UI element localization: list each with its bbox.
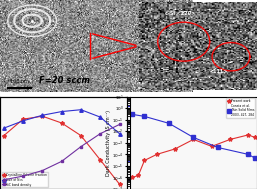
Line: SiC bond density: SiC bond density bbox=[3, 123, 121, 181]
Line: Coneia et al.
Thin Solid Films
2003, 427, 284: Coneia et al. Thin Solid Films 2003, 427… bbox=[131, 113, 256, 160]
Size of Ncs bbox=[2, 127, 5, 129]
Size of Ncs bbox=[118, 132, 121, 135]
Present work bbox=[228, 138, 232, 141]
Present work bbox=[155, 153, 158, 156]
Coneia et al.
Thin Solid Films
2003, 427, 284 bbox=[167, 122, 170, 125]
Size of Ncs bbox=[41, 114, 44, 116]
Y-axis label: Size of Ncs (nm): Size of Ncs (nm) bbox=[137, 123, 142, 163]
Present work bbox=[253, 136, 256, 139]
Crystalline Volume Fraction bbox=[79, 135, 82, 137]
Coneia et al.
Thin Solid Films
2003, 427, 284 bbox=[192, 136, 195, 139]
Text: F=20 sccm: F=20 sccm bbox=[39, 76, 90, 85]
SiC bond density bbox=[22, 175, 25, 177]
Size of Ncs bbox=[22, 120, 25, 122]
Text: 100 nm: 100 nm bbox=[10, 79, 29, 84]
Line: Size of Ncs: Size of Ncs bbox=[2, 108, 121, 136]
Crystalline Volume Fraction bbox=[60, 122, 63, 124]
Size of Ncs bbox=[99, 116, 102, 118]
Legend: Present work, Coneia et al.
Thin Solid Films
2003, 427, 284: Present work, Coneia et al. Thin Solid F… bbox=[226, 98, 255, 118]
Crystalline Volume Fraction bbox=[41, 115, 44, 117]
SiC bond density bbox=[41, 169, 44, 172]
Line: Crystalline Volume Fraction: Crystalline Volume Fraction bbox=[2, 114, 122, 186]
Coneia et al.
Thin Solid Films
2003, 427, 284 bbox=[131, 113, 134, 115]
Present work bbox=[143, 159, 146, 162]
Coneia et al.
Thin Solid Films
2003, 427, 284 bbox=[143, 115, 146, 118]
Line: Present work: Present work bbox=[130, 133, 257, 180]
SiC bond density bbox=[118, 123, 121, 126]
Crystalline Volume Fraction bbox=[118, 183, 121, 185]
Crystalline Volume Fraction bbox=[2, 135, 5, 137]
Size of Ncs bbox=[79, 108, 82, 111]
Present work bbox=[210, 145, 213, 147]
Present work bbox=[137, 174, 140, 177]
Size of Ncs bbox=[60, 110, 63, 113]
SiC bond density bbox=[79, 146, 82, 148]
Present work bbox=[173, 148, 177, 150]
SiC bond density bbox=[99, 132, 102, 135]
Crystalline Volume Fraction bbox=[22, 118, 25, 120]
SiC bond density bbox=[60, 160, 63, 163]
Y-axis label: Dark Conductivity (S cm⁻¹): Dark Conductivity (S cm⁻¹) bbox=[106, 110, 111, 176]
Present work bbox=[192, 138, 195, 141]
Coneia et al.
Thin Solid Films
2003, 427, 284 bbox=[253, 157, 256, 159]
Present work bbox=[247, 134, 250, 136]
Present work bbox=[131, 176, 134, 179]
SiC bond density bbox=[2, 179, 5, 181]
Coneia et al.
Thin Solid Films
2003, 427, 284 bbox=[247, 153, 250, 156]
Coneia et al.
Thin Solid Films
2003, 427, 284 bbox=[216, 146, 219, 149]
Legend: Crystalline Volume Fraction, Size of Ncs, SiC bond density: Crystalline Volume Fraction, Size of Ncs… bbox=[2, 172, 48, 187]
Crystalline Volume Fraction bbox=[99, 159, 102, 161]
